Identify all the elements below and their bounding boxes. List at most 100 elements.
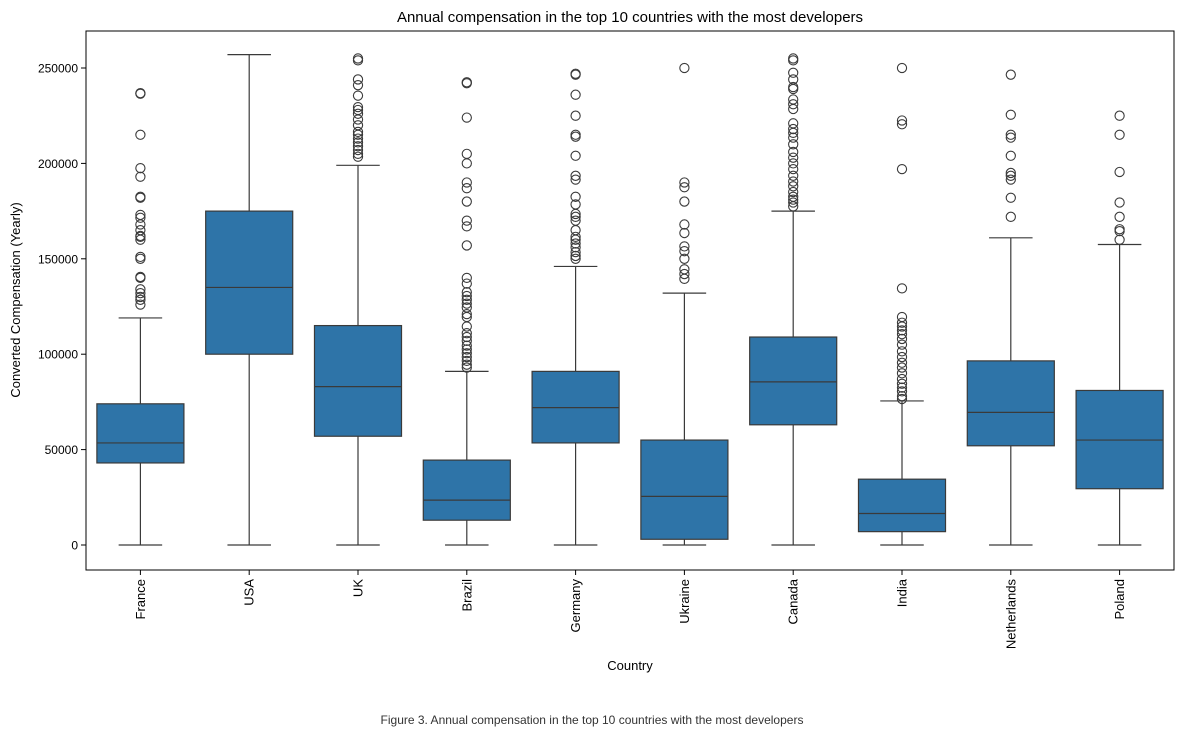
figure-caption: Figure 3. Annual compensation in the top… xyxy=(380,713,804,727)
outlier-point xyxy=(679,196,690,207)
outlier-point xyxy=(135,225,146,236)
y-tick-label: 50000 xyxy=(45,443,79,457)
box-canada xyxy=(749,53,838,546)
outlier-point xyxy=(788,191,799,202)
outlier-point xyxy=(788,146,799,158)
outlier-point xyxy=(135,299,146,310)
outlier-point xyxy=(679,227,690,239)
boxes xyxy=(96,53,1164,546)
x-tick-label: USA xyxy=(242,579,257,606)
outlier-point xyxy=(788,197,799,208)
y-axis: 0 50000 100000 150000 200000 250000 xyxy=(38,62,86,553)
box-ukraine xyxy=(640,62,729,546)
outlier-point xyxy=(461,278,472,289)
outlier-point xyxy=(461,359,472,370)
outlier-point xyxy=(896,311,908,323)
outlier-point xyxy=(679,62,690,74)
y-tick-label: 250000 xyxy=(38,62,78,76)
outlier-point xyxy=(570,110,581,121)
outlier-point xyxy=(352,148,364,160)
outlier-point xyxy=(461,148,472,160)
outlier-point xyxy=(352,108,364,119)
iqr-box xyxy=(205,210,294,355)
box-brazil xyxy=(422,77,511,546)
outlier-point xyxy=(896,317,908,328)
outlier-point xyxy=(896,391,908,402)
outlier-point xyxy=(788,67,799,78)
x-tick-label: India xyxy=(895,578,910,607)
outlier-point xyxy=(896,163,908,175)
outlier-point xyxy=(788,139,799,150)
outlier-point xyxy=(788,94,799,105)
outlier-point xyxy=(135,171,146,182)
outlier-point xyxy=(461,351,472,363)
x-tick-label: Poland xyxy=(1112,579,1127,619)
outlier-point xyxy=(461,215,472,226)
outlier-point xyxy=(788,170,799,181)
outlier-point xyxy=(461,221,472,232)
outlier-point xyxy=(788,99,799,110)
outlier-point xyxy=(570,215,581,226)
outlier-point xyxy=(461,335,472,346)
outlier-point xyxy=(461,196,472,207)
outlier-point xyxy=(570,231,581,243)
box-india xyxy=(857,62,947,546)
outlier-point xyxy=(352,120,364,131)
outlier-point xyxy=(1005,129,1016,140)
outlier-point xyxy=(570,253,581,264)
x-tick-label: Ukraine xyxy=(677,579,692,624)
outlier-point xyxy=(896,329,908,340)
outlier-point xyxy=(461,77,472,88)
outlier-point xyxy=(570,211,581,222)
outlier-point xyxy=(896,325,908,336)
outlier-point xyxy=(135,129,146,140)
outlier-point xyxy=(461,287,472,298)
x-tick-label: Brazil xyxy=(459,579,474,612)
outlier-point xyxy=(1114,166,1125,178)
outlier-point xyxy=(1114,197,1125,208)
box-poland xyxy=(1075,110,1164,546)
outlier-point xyxy=(352,80,364,91)
outlier-point xyxy=(570,238,581,249)
box-france xyxy=(96,88,185,546)
outlier-point xyxy=(896,368,908,379)
box-plot: Annual compensation in the top 10 countr… xyxy=(8,9,1175,673)
outlier-point xyxy=(896,373,908,385)
outlier-point xyxy=(896,351,908,363)
outlier-point xyxy=(135,271,146,283)
outlier-point xyxy=(461,321,472,332)
outlier-point xyxy=(679,177,690,188)
outlier-point xyxy=(896,346,908,357)
outlier-point xyxy=(1114,224,1125,235)
outlier-point xyxy=(896,357,908,368)
outlier-point xyxy=(896,333,908,345)
outlier-point xyxy=(1005,109,1016,120)
x-tick-label: France xyxy=(133,579,148,619)
outlier-point xyxy=(896,119,908,130)
iqr-box xyxy=(857,478,947,533)
outlier-point xyxy=(788,163,799,175)
outlier-point xyxy=(461,240,472,251)
outlier-point xyxy=(352,104,364,116)
outlier-point xyxy=(570,89,581,100)
outlier-point xyxy=(788,181,799,192)
outlier-point xyxy=(135,88,146,99)
outlier-point xyxy=(135,209,146,221)
iqr-box xyxy=(96,403,185,464)
outlier-point xyxy=(352,126,364,138)
outlier-point xyxy=(461,158,472,169)
outlier-point xyxy=(1005,170,1016,181)
outlier-point xyxy=(570,246,581,258)
outlier-point xyxy=(1114,234,1125,245)
outlier-point xyxy=(788,132,799,143)
outlier-point xyxy=(896,362,908,373)
outlier-point xyxy=(788,152,799,163)
outlier-point xyxy=(352,137,364,148)
outlier-point xyxy=(570,242,581,253)
iqr-box xyxy=(749,336,838,426)
outlier-point xyxy=(352,141,364,152)
outlier-point xyxy=(570,174,581,185)
outlier-point xyxy=(461,355,472,367)
outlier-point xyxy=(896,62,908,74)
outlier-point xyxy=(788,74,799,85)
